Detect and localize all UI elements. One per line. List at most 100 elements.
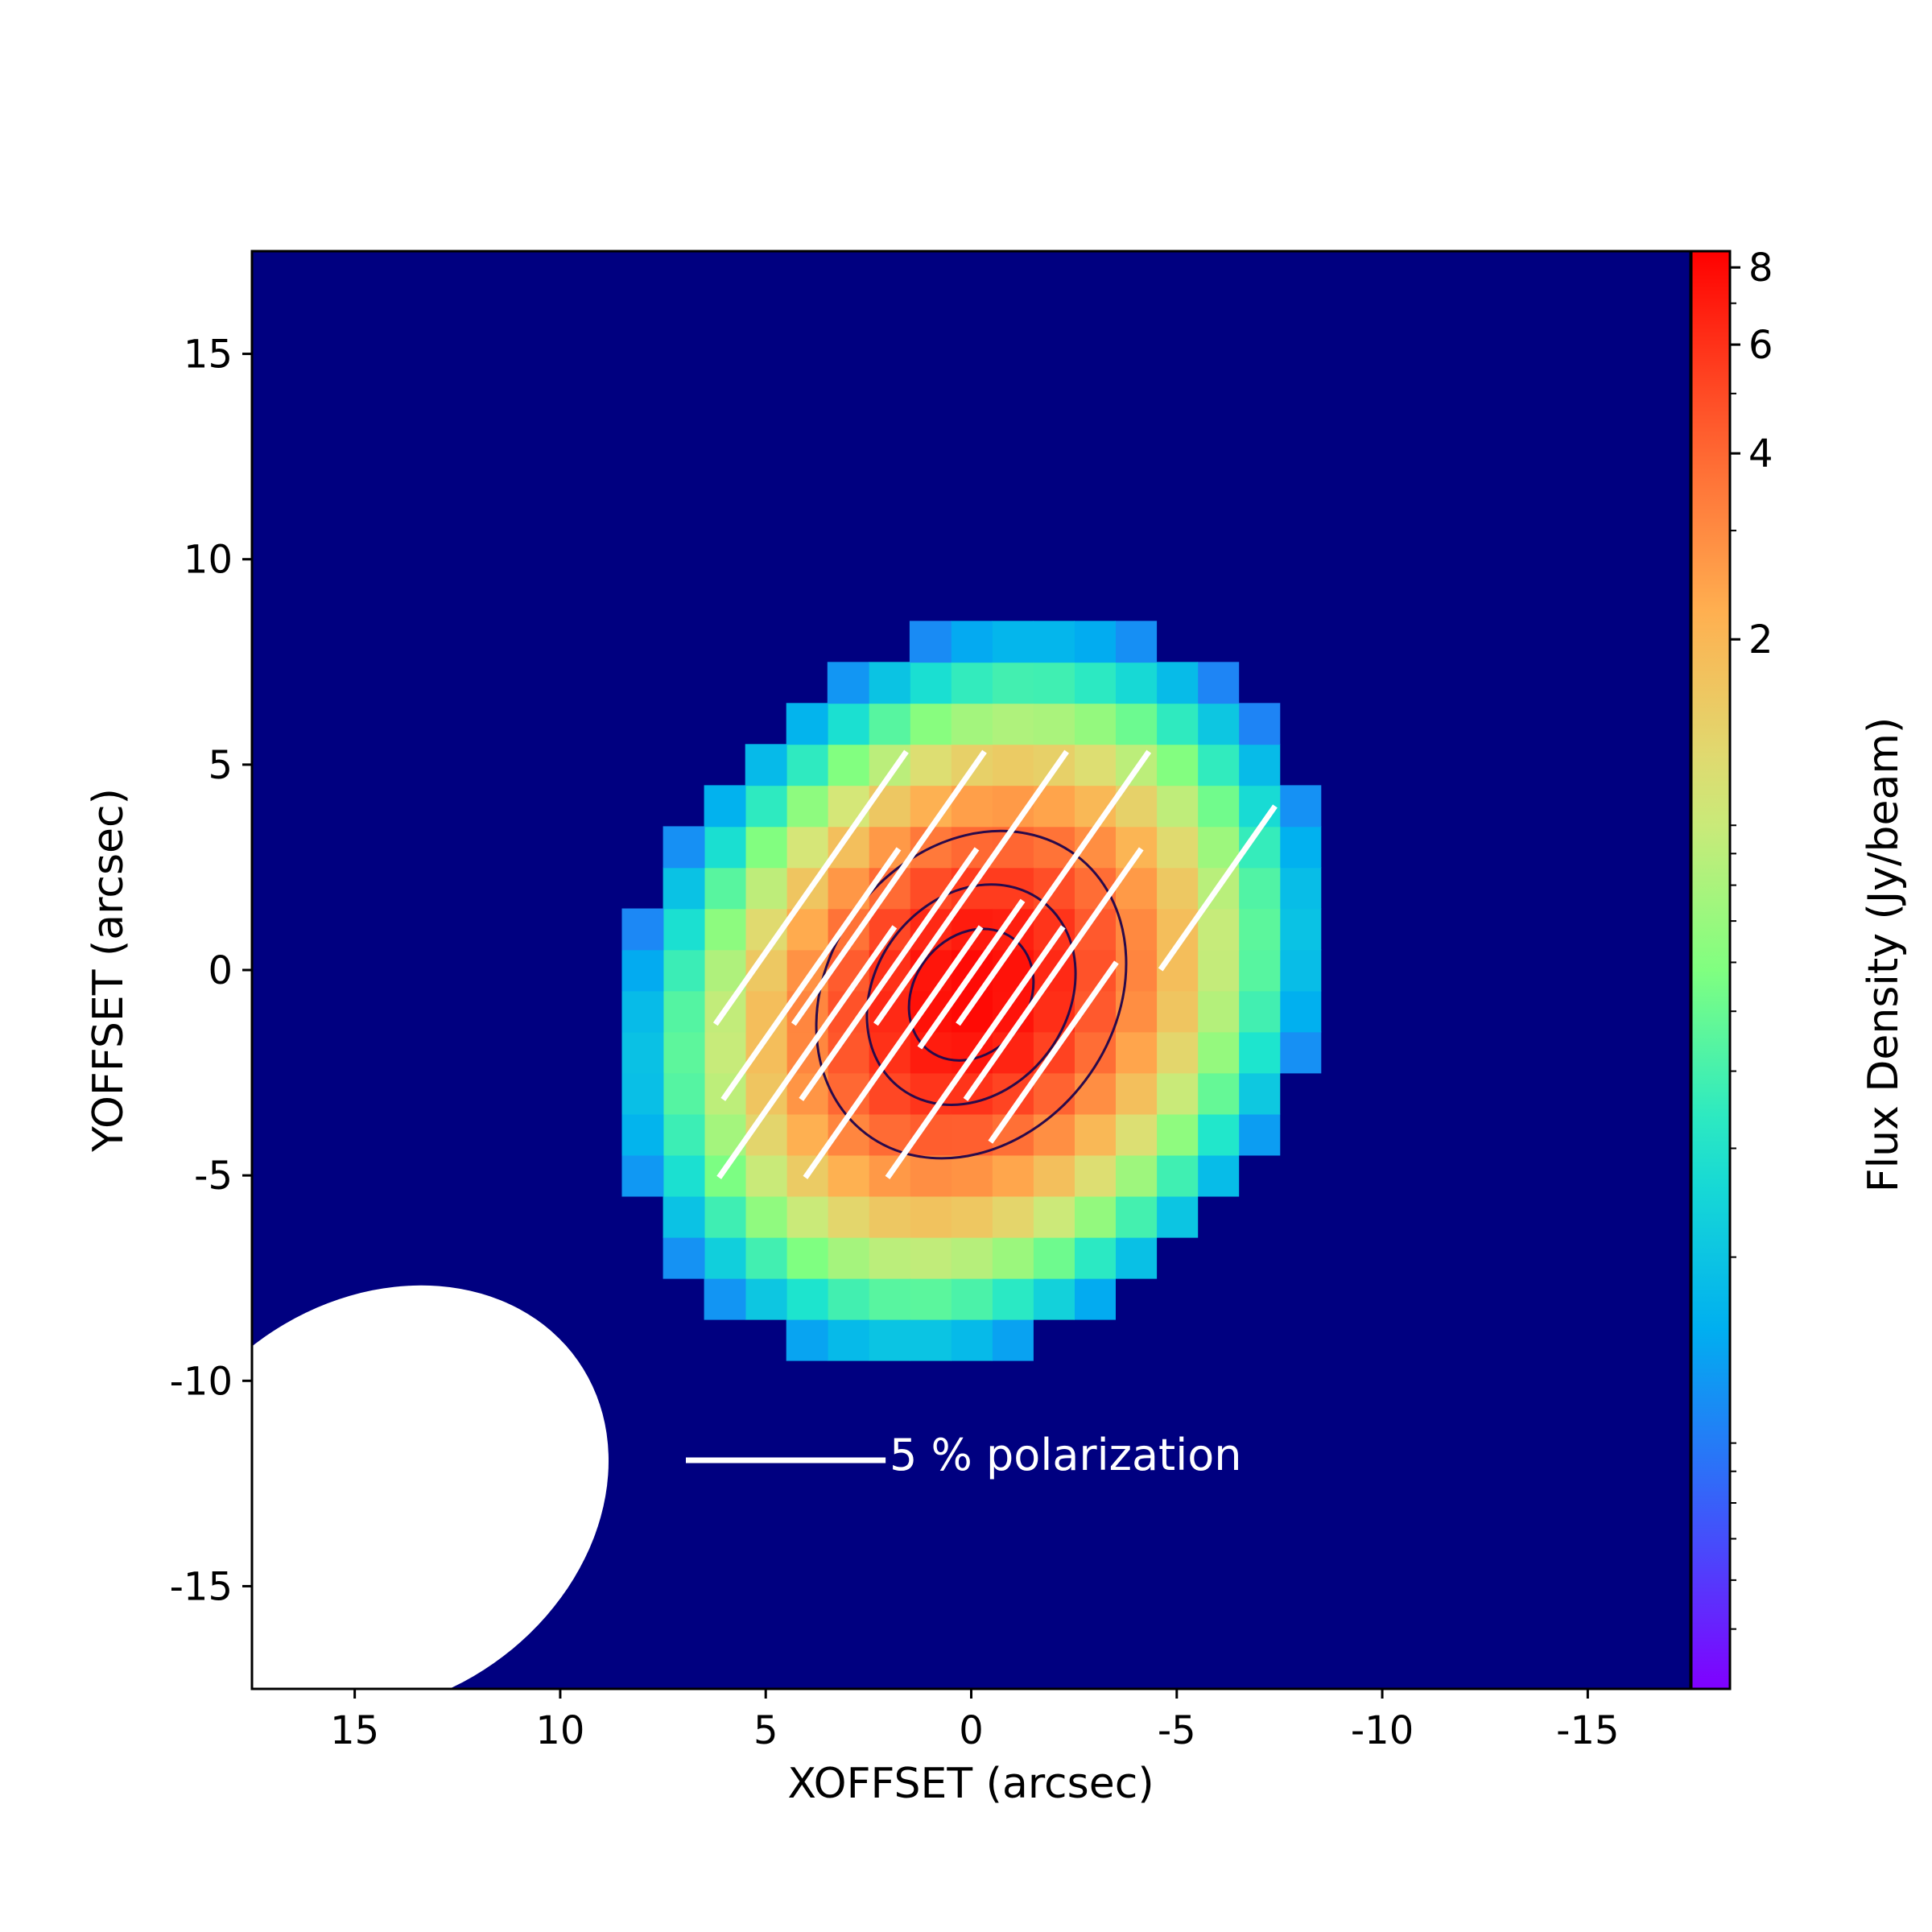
- flux-pixel: [786, 703, 828, 745]
- flux-pixel: [992, 662, 1034, 704]
- flux-pixel: [621, 908, 664, 951]
- flux-pixel: [827, 662, 869, 704]
- flux-pixel: [909, 1319, 952, 1361]
- flux-pixel: [663, 1031, 705, 1074]
- flux-pixel: [1074, 662, 1116, 704]
- flux-pixel: [868, 1236, 910, 1279]
- flux-pixel: [951, 1236, 993, 1279]
- flux-pixel: [621, 949, 664, 992]
- flux-pixel: [992, 703, 1034, 745]
- flux-pixel: [745, 826, 787, 869]
- flux-pixel: [1197, 908, 1240, 951]
- flux-pixel: [1156, 662, 1199, 704]
- flux-pixel: [1074, 1072, 1116, 1115]
- flux-pixel: [663, 990, 705, 1033]
- flux-pixel: [1156, 703, 1199, 745]
- x-tick-label: -10: [1351, 1708, 1414, 1753]
- flux-pixel: [1156, 744, 1199, 786]
- x-tick-label: -5: [1158, 1708, 1196, 1753]
- y-tick-label: 5: [208, 743, 233, 788]
- flux-pixel: [1279, 1031, 1322, 1074]
- flux-pixel: [1033, 1278, 1075, 1320]
- colorbar-gradient: [1690, 250, 1732, 1690]
- flux-pixel: [951, 621, 993, 663]
- flux-pixel: [868, 785, 910, 828]
- flux-pixel: [951, 1113, 993, 1156]
- y-tick-label: 0: [208, 948, 233, 993]
- colorbar: 2 4 6 8 Flux Density (Jy/beam): [1690, 246, 1908, 1690]
- flux-pixel: [1115, 1195, 1158, 1238]
- flux-pixel: [909, 1154, 952, 1197]
- flux-pixel: [1033, 1113, 1075, 1156]
- beam-ellipse: [150, 1285, 609, 1715]
- flux-pixel: [909, 1236, 952, 1279]
- flux-pixel: [1156, 867, 1199, 910]
- flux-pixel: [1279, 867, 1322, 910]
- flux-pixel: [1156, 785, 1199, 828]
- flux-pixel: [827, 744, 869, 786]
- flux-pixel: [786, 826, 828, 869]
- flux-pixel: [868, 662, 910, 704]
- flux-pixel: [1156, 1113, 1199, 1156]
- x-axis-ticks: 15 10 5 0 -5 -10 -15: [330, 1689, 1620, 1753]
- flux-pixel: [704, 1031, 746, 1074]
- flux-pixel: [1033, 662, 1075, 704]
- flux-pixel: [704, 785, 746, 828]
- flux-pixel: [827, 1236, 869, 1279]
- x-tick-label: 0: [959, 1708, 984, 1753]
- flux-pixel: [1115, 1113, 1158, 1156]
- flux-pixel: [1156, 1072, 1199, 1115]
- flux-pixel: [1238, 703, 1281, 745]
- x-tick-label: -15: [1556, 1708, 1619, 1753]
- flux-pixel: [951, 1154, 993, 1197]
- flux-pixel: [1074, 703, 1116, 745]
- polarization-vector: [1158, 804, 1278, 972]
- polarization-vector: [873, 749, 1069, 1026]
- flux-pixel: [1197, 1031, 1240, 1074]
- flux-pixel: [704, 826, 746, 869]
- flux-pixel: [704, 867, 746, 910]
- flux-pixel: [909, 744, 952, 786]
- flux-pixel: [1033, 826, 1075, 869]
- flux-pixel: [992, 1195, 1034, 1238]
- polarization-vector: [712, 749, 909, 1026]
- polarization-vector: [799, 847, 980, 1101]
- flux-pixel: [1238, 744, 1281, 786]
- polarization-vector: [988, 960, 1119, 1144]
- flux-pixel: [1115, 662, 1158, 704]
- flux-pixel: [1033, 621, 1075, 663]
- flux-pixel: [1033, 703, 1075, 745]
- polarization-vector: [885, 925, 1066, 1179]
- y-tick-label: -15: [170, 1564, 233, 1609]
- flux-pixel: [1238, 908, 1281, 951]
- flux-pixel: [1115, 826, 1158, 869]
- flux-pixel: [663, 1072, 705, 1115]
- flux-pixel: [827, 785, 869, 828]
- flux-pixel: [1238, 1072, 1281, 1115]
- polarization-vector: [716, 925, 898, 1179]
- flux-pixel: [1197, 826, 1240, 869]
- flux-pixel: [745, 1154, 787, 1197]
- flux-pixel: [1238, 949, 1281, 992]
- legend-label: 5 % polarization: [890, 1430, 1241, 1480]
- colorbar-label: Flux Density (Jy/beam): [1860, 717, 1908, 1193]
- flux-pixel: [745, 1236, 787, 1279]
- colorbar-tick-label: 8: [1748, 246, 1773, 291]
- flux-pixel: [992, 1319, 1034, 1361]
- flux-pixel: [992, 621, 1034, 663]
- flux-pixel: [621, 1031, 664, 1074]
- flux-pixel: [1115, 949, 1158, 992]
- colorbar-tick-label: 6: [1748, 323, 1773, 368]
- flux-pixel: [992, 744, 1034, 786]
- polarization-vector: [963, 847, 1144, 1101]
- flux-pixel: [992, 1278, 1034, 1320]
- flux-pixel: [1156, 1195, 1199, 1238]
- polarization-vector: [917, 898, 1026, 1050]
- flux-pixel: [951, 1278, 993, 1320]
- flux-pixel: [1197, 949, 1240, 992]
- x-tick-label: 10: [535, 1708, 584, 1753]
- flux-pixel: [1238, 1031, 1281, 1074]
- flux-pixel: [745, 867, 787, 910]
- x-tick-label: 5: [753, 1708, 778, 1753]
- flux-pixel: [1033, 1236, 1075, 1279]
